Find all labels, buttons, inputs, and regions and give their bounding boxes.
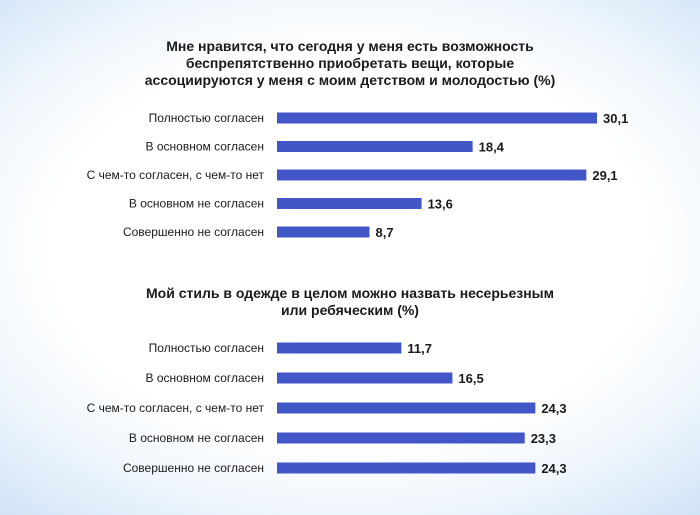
category-label: С чем-то согласен, с чем-то нет	[87, 401, 265, 415]
data-label: 16,5	[458, 371, 483, 386]
data-label: 18,4	[479, 140, 505, 155]
chart-consumption-nostalgia: Мне нравится, что сегодня у меня есть во…	[0, 0, 700, 250]
category-label: В основном не согласен	[129, 197, 264, 211]
chart-title: Мне нравится, что сегодня у меня есть во…	[60, 38, 640, 89]
data-label: 13,6	[428, 197, 453, 212]
category-label: С чем-то согласен, с чем-то нет	[87, 168, 265, 182]
bar	[277, 432, 525, 444]
category-label: Совершенно не согласен	[123, 225, 264, 239]
bar	[277, 462, 536, 474]
category-label: Полностью согласен	[149, 341, 264, 355]
bar	[277, 112, 597, 124]
bar	[277, 372, 453, 384]
data-label: 23,3	[531, 431, 556, 446]
chart-title-line: беспрепятственно приобретать вещи, котор…	[185, 55, 515, 71]
category-label: В основном не согласен	[129, 431, 264, 445]
chart-title-line: Мой стиль в одежде в целом можно назвать…	[146, 285, 554, 301]
chart-title-line: или ребяческим (%)	[281, 302, 419, 318]
bar	[277, 402, 536, 414]
bar	[277, 342, 402, 354]
chart-title: Мой стиль в одежде в целом можно назвать…	[60, 285, 640, 319]
chart-title-line: Мне нравится, что сегодня у меня есть во…	[166, 38, 534, 54]
data-label: 24,3	[541, 401, 566, 416]
category-label: В основном согласен	[146, 371, 264, 385]
bar	[277, 226, 370, 238]
bar-plot-area: Полностью согласен 30,1 В основном согласе…	[87, 111, 629, 240]
data-label: 8,7	[375, 225, 393, 240]
bar	[277, 198, 422, 209]
category-label: Полностью согласен	[149, 111, 264, 125]
chart-title-line: ассоциируются у меня с моим детством и м…	[144, 72, 556, 88]
data-label: 30,1	[603, 111, 628, 126]
category-label: Совершенно не согласен	[123, 461, 264, 475]
bar	[277, 141, 473, 152]
bar	[277, 169, 587, 181]
category-label: В основном согласен	[146, 140, 264, 154]
data-label: 24,3	[541, 461, 566, 476]
data-label: 29,1	[592, 168, 617, 183]
data-label: 11,7	[407, 341, 432, 356]
